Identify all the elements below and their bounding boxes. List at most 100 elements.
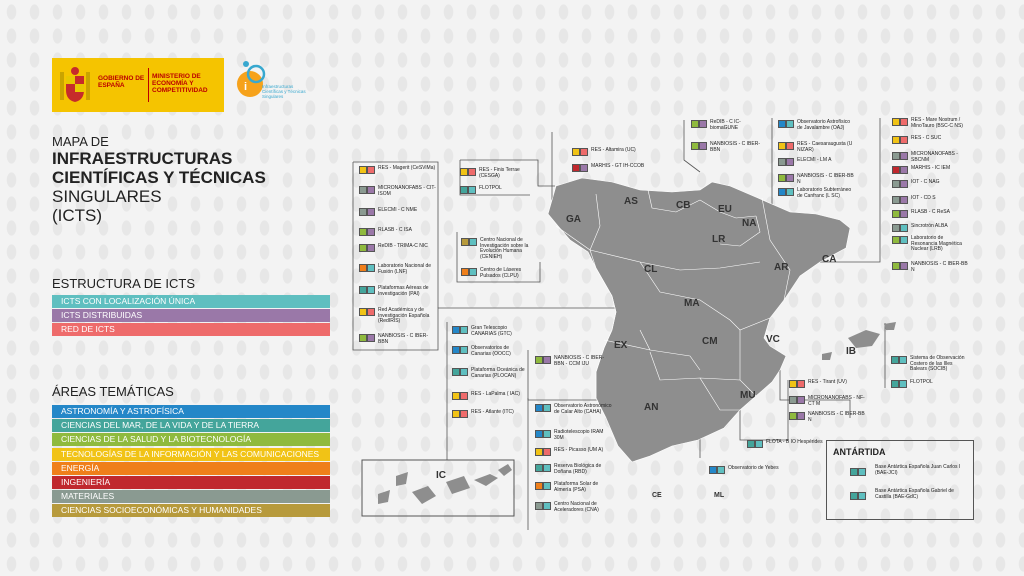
areas-heading: ÁREAS TEMÁTICAS: [52, 384, 174, 399]
label-l20: Laboratorio Subterráneo de Canfranc (L S…: [797, 187, 852, 199]
logo-separator: [148, 68, 149, 102]
region-ml: ML: [714, 492, 725, 499]
marker-l47: [789, 380, 805, 388]
estructura-bar-2: ICTS DISTRIBUIDAS: [52, 309, 330, 323]
label-l28: Sincrotrón ALBA: [911, 223, 948, 229]
marker-l22: [892, 136, 908, 144]
label-l37: RES - Atlante (ITC): [471, 409, 514, 415]
marker-l20: [778, 188, 794, 196]
label-l39: Observatorio Astronómico de Calar Alto (…: [554, 403, 612, 415]
marker-l38: [535, 356, 551, 364]
antartida-box: ANTÁRTIDA Base Antártica Española Juan C…: [826, 440, 974, 520]
marker-l18: [778, 158, 794, 166]
estructura-bar-1: ICTS CON LOCALIZACIÓN ÚNICA: [52, 295, 330, 308]
area-bar-8: CIENCIAS SOCIOECONÓMICAS Y HUMANIDADES: [52, 504, 330, 518]
label-l49: NANBIOSIS - C IBER-BB N: [808, 411, 865, 423]
label-l41: RES - Picasso (UM A): [554, 447, 604, 453]
area-bar-5: ENERGÍA: [52, 461, 330, 475]
page-title: MAPA DE INFRAESTRUCTURAS CIENTÍFICAS Y T…: [52, 134, 266, 225]
marker-l15: [691, 142, 707, 150]
label-l43: Plataforma Solar de Almería (PSA): [554, 481, 599, 493]
label-l33: Gran Telescopio CANARIAS (GTC): [471, 325, 512, 337]
marker-l10: [460, 168, 476, 176]
label-l09: NANBIOSIS - C IBER-BBN: [378, 333, 429, 345]
marker-l51: [891, 380, 907, 388]
marker-l14: [691, 120, 707, 128]
label-l36: RES - LaPalma ( IAC): [471, 391, 520, 397]
marker-l43: [535, 482, 551, 490]
label-l31: Centro Nacional de Investigación sobre l…: [480, 237, 529, 260]
area-bar-7: MATERIALES: [52, 490, 330, 504]
marker-l06: [359, 264, 375, 272]
label-l13: MARHIS - GT IH-CCOB: [591, 163, 645, 169]
label-l23: MICRONANOFABS - SBCNM: [911, 151, 958, 163]
marker-l37: [452, 410, 468, 418]
area-bar-1: ASTRONOMÍA Y ASTROFÍSICA: [52, 405, 330, 418]
label-l32: Centro de Láseres Pulsados (CLPU): [480, 267, 522, 279]
marker-l24: [892, 166, 908, 174]
canary-islands: [378, 464, 512, 504]
marker-l42: [535, 464, 551, 472]
antartida-item-2: Base Antártica Española Gabriel de Casti…: [875, 488, 954, 500]
marker-l41: [535, 448, 551, 456]
label-l03: ELECMI - C NME: [378, 207, 418, 213]
coat-of-arms-icon: [60, 67, 90, 102]
marker-l31: [461, 238, 477, 246]
label-l24: MARHIS - IC IEM: [911, 165, 951, 171]
label-l21: RES - Mare Nostrum / MinoTauro (BSC-C NS…: [911, 117, 963, 129]
region-ca: CA: [822, 254, 837, 265]
marker-l03: [359, 208, 375, 216]
label-l46: FLOTA - B IO Hespérides: [766, 439, 823, 445]
icts-logo-text: Infraestructuras Científicas y Técnicas …: [262, 84, 306, 99]
label-l45: Observatorio de Yebes: [728, 465, 779, 471]
label-l08: Red Académica y de Investigación Español…: [378, 307, 430, 325]
region-ma: MA: [684, 298, 700, 309]
region-cb: CB: [676, 200, 691, 211]
label-l04: RLASB - C ISA: [378, 227, 412, 233]
marker-l12: [572, 148, 588, 156]
region-ic: IC: [436, 470, 446, 481]
region-mu: MU: [740, 390, 756, 401]
canarias-inset: [361, 459, 515, 517]
marker-l49: [789, 412, 805, 420]
title-line0: MAPA DE: [52, 134, 109, 149]
estructura-heading: ESTRUCTURA DE ICTS: [52, 276, 196, 291]
marker-l29: [892, 236, 908, 244]
label-l40: Radiotelescopio IRAM 30M: [554, 429, 604, 441]
label-l06: Laboratorio Nacional de Fusión (LNF): [378, 263, 432, 275]
label-l35: Plataforma Oceánica de Canarias (PLOCAN): [471, 367, 525, 379]
marker-l28: [892, 224, 908, 232]
ministerio-text: MINISTERIO DE ECONOMÍA Y COMPETITIVIDAD: [152, 73, 208, 94]
antartida-heading: ANTÁRTIDA: [833, 447, 886, 457]
region-vc: VC: [766, 334, 780, 345]
label-l50: Sistema de Observación Costero de las Il…: [910, 355, 965, 373]
label-l34: Observatorios de Canarias (OOCC): [471, 345, 511, 357]
marker-l35: [452, 368, 468, 376]
label-l27: RLASB - C ReSA: [911, 209, 950, 215]
title-line4: (ICTS): [52, 206, 103, 225]
marker-l11: [460, 186, 476, 194]
region-eu: EU: [718, 204, 732, 215]
label-l14: ReDIB - C IC-biomaGUNE: [710, 119, 741, 131]
marker-l27: [892, 210, 908, 218]
marker-l16: [778, 120, 794, 128]
area-bar-2: CIENCIAS DEL MAR, DE LA VIDA Y DE LA TIE…: [52, 419, 330, 433]
label-l05: ReDIB - TRIMA-C NIC: [378, 243, 428, 249]
label-l02: MICRONANOFABS - CIT- ISOM: [378, 185, 436, 197]
label-l10: RES - Finis Terrae (CESGA): [479, 167, 520, 179]
label-l25: IOT - C NAG: [911, 179, 940, 185]
region-borders: [589, 189, 791, 411]
marker-l26: [892, 196, 908, 204]
marker-l04: [359, 228, 375, 236]
region-cl: CL: [644, 264, 658, 275]
title-line3: SINGULARES: [52, 187, 162, 206]
marker-l46: [747, 440, 763, 448]
label-l22: RES - C SUC: [911, 135, 942, 141]
label-l29: Laboratorio de Resonancia Magnética Nucl…: [911, 235, 962, 253]
label-l26: IOT - CD S: [911, 195, 936, 201]
marker-l17: [778, 142, 794, 150]
marker-l23: [892, 152, 908, 160]
antartida-item-1: Base Antártica Española Juan Carlos I (B…: [875, 464, 961, 476]
region-an: AN: [644, 402, 659, 413]
